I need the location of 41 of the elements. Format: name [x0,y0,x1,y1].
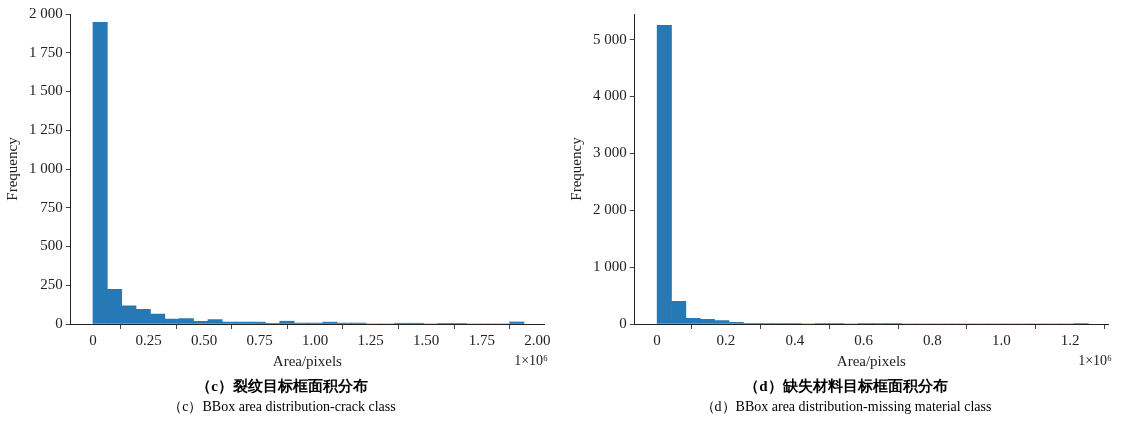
x-tick-label: 0.75 [246,331,273,348]
y-tick-label: 750 [40,198,63,215]
x-tick-label: 1.2 [1060,331,1080,348]
y-tick-label: 0 [619,314,627,331]
y-tick-label: 2 000 [593,201,627,218]
x-axis-title: Area/pixels [272,352,343,369]
x-tick-label: 1.0 [991,331,1011,348]
y-tick-label: 0 [55,314,63,331]
x-tick-label: 0.2 [716,331,736,348]
y-axis-title: Frequency [3,136,20,201]
x-tick-label: 1.50 [413,331,440,348]
x-tick-label: 0.50 [190,331,218,348]
x-tick-label: 0 [89,331,97,348]
text: （c）裂纹目标框面积分布 [195,377,369,396]
x-tick-label: 0.8 [923,331,942,348]
x-tick-label: 0.6 [854,331,874,348]
y-tick-label: 1 500 [29,82,63,99]
x-tick-label: 1.00 [302,331,329,348]
y-axis-title: Frequency [567,136,584,201]
text: （c）BBox area distribution-crack class [167,398,397,416]
y-tick-label: 3 000 [593,144,627,161]
y-tick-label: 500 [40,237,63,254]
y-tick-label: 1 250 [29,121,63,138]
text: （d）BBox area distribution-missing material class [699,398,993,416]
y-tick-label: 1 000 [593,258,627,275]
x-axis-title: Area/pixels [836,352,907,369]
y-tick-label: 1 750 [29,43,63,60]
y-tick-label: 250 [40,276,63,293]
x-tick-label: 1.25 [357,331,384,348]
x-tick-label: 2.00 [524,331,551,348]
x-tick-label: 0 [653,331,661,348]
y-tick-label: 1 000 [29,159,63,176]
text: （d）缺失材料目标框面积分布 [743,377,949,396]
text: 1×10⁶ [1078,352,1113,368]
x-tick-label: 0.25 [135,331,162,348]
y-tick-label: 5 000 [593,30,627,47]
text: 1×10⁶ [514,352,549,368]
x-tick-label: 1.75 [468,331,495,348]
y-tick-label: 2 000 [29,4,63,21]
y-tick-label: 4 000 [593,87,627,104]
x-tick-label: 0.4 [785,331,805,348]
